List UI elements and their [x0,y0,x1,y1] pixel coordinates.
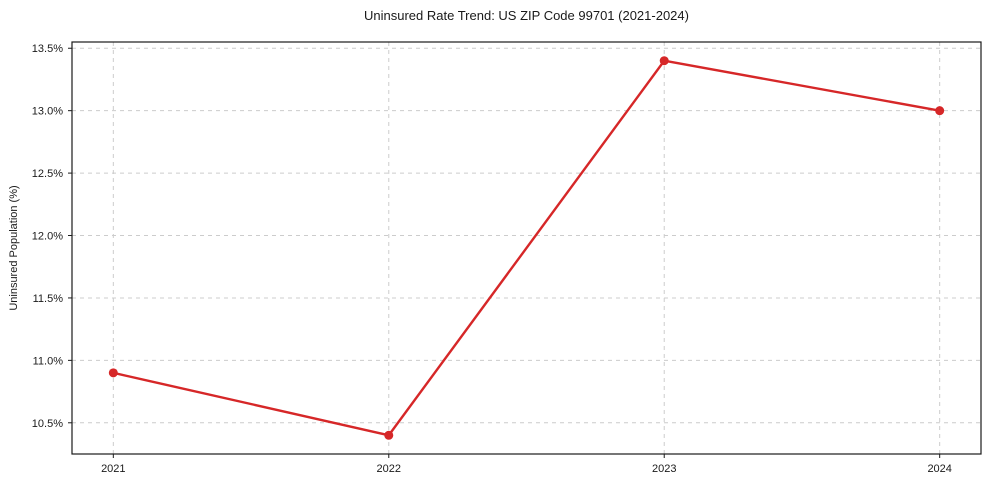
data-point-2023 [659,56,669,66]
y-tick-label: 13.0% [32,106,63,118]
y-tick-label: 12.5% [32,168,63,180]
x-tick-label: 2021 [101,463,125,475]
y-tick-label: 11.5% [33,293,64,305]
x-tick-label: 2023 [652,463,676,475]
data-point-2024 [935,106,945,116]
trend-line [112,59,941,437]
x-tick-label: 2024 [927,463,951,475]
data-point-2022 [384,430,394,440]
axes-spines [71,41,982,455]
data-point-2021 [108,368,118,378]
y-tick-label: 12.0% [32,231,63,243]
x-tick-label: 2022 [377,463,401,475]
y-tick-label: 13.5% [32,43,63,55]
y-tick-label: 10.5% [32,418,63,430]
chart-title: Uninsured Rate Trend: US ZIP Code 99701 … [364,8,689,23]
y-tick-label: 11.0% [33,355,64,367]
